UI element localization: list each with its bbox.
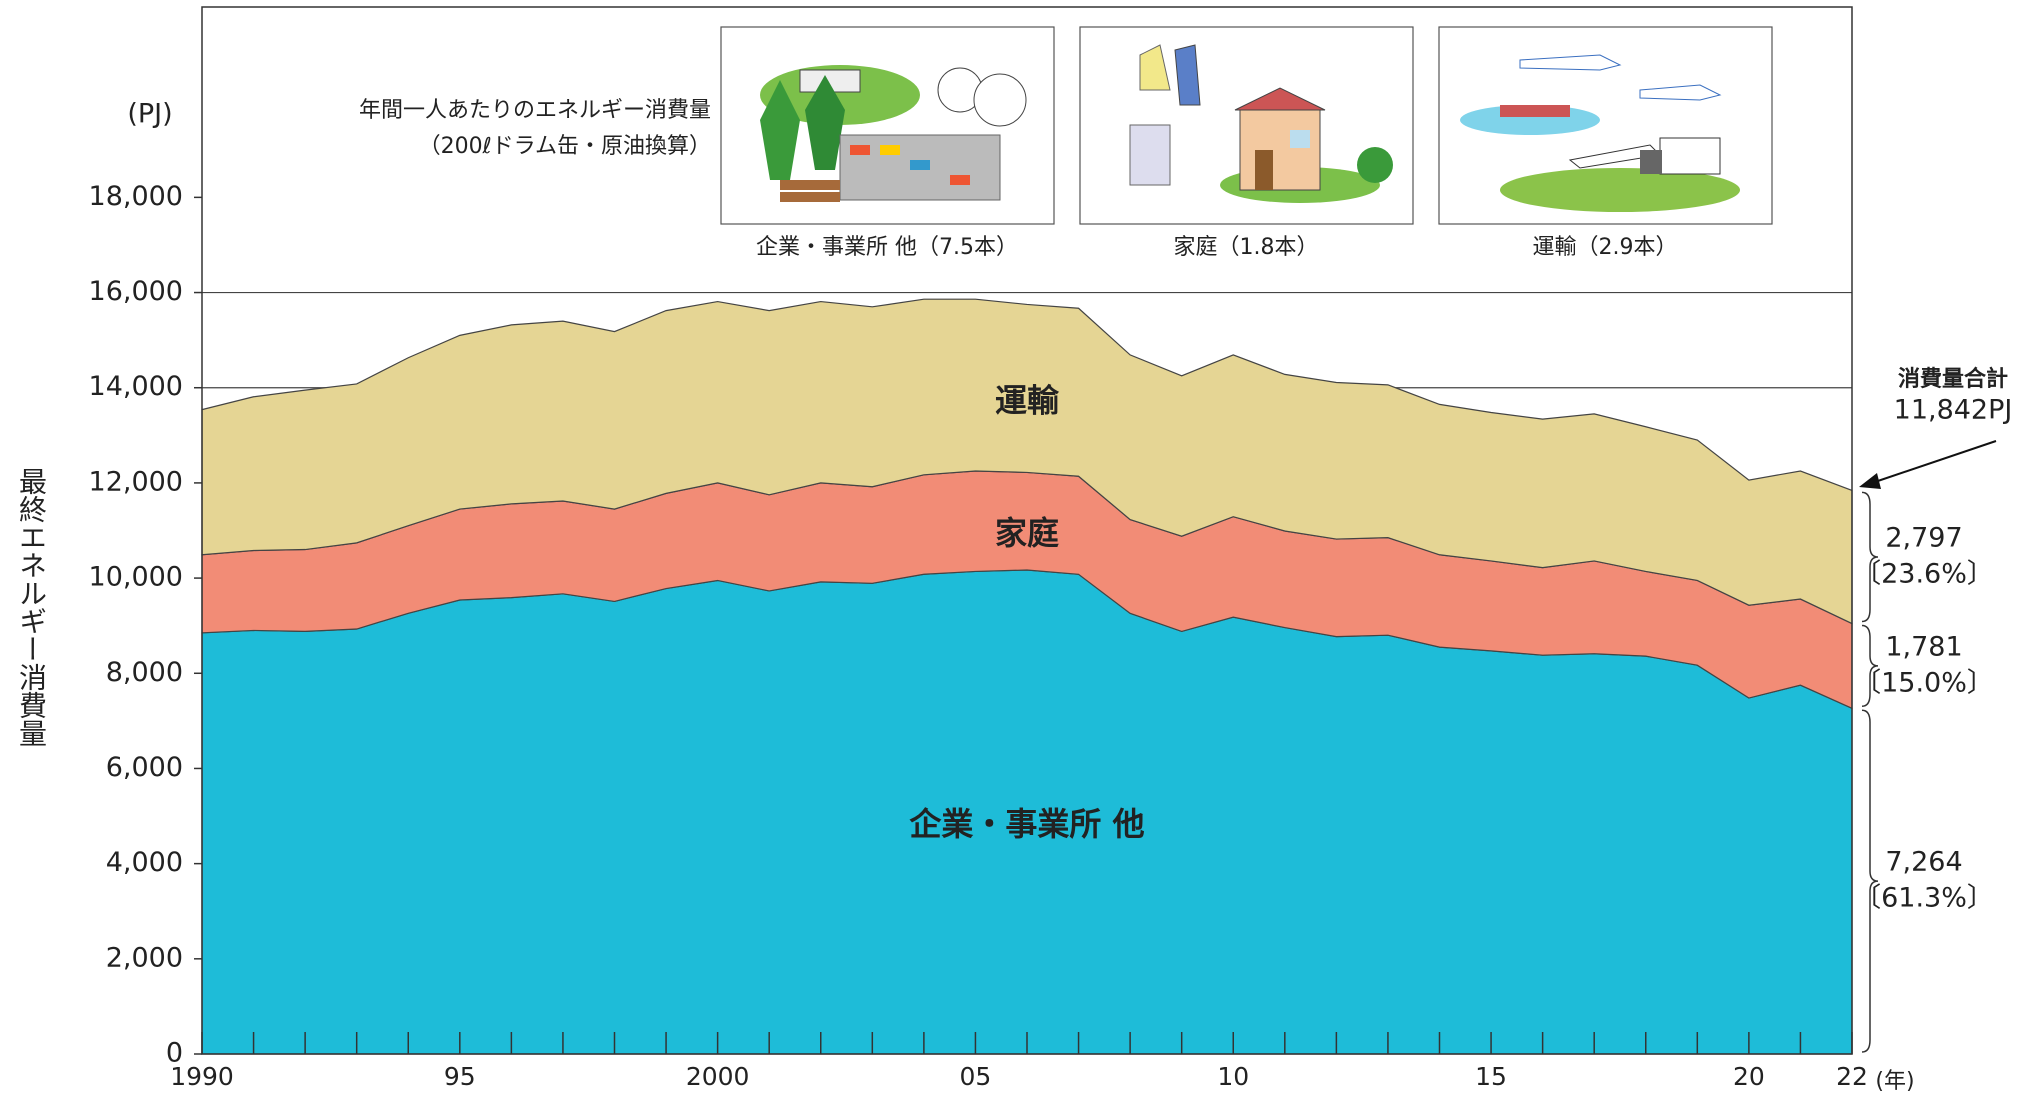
y-tick-label: 6,000 bbox=[106, 752, 183, 783]
total-arrowhead bbox=[1859, 473, 1881, 489]
series-label: 家庭 bbox=[995, 514, 1059, 552]
total-label: 消費量合計 bbox=[1898, 366, 2008, 392]
end-share-label: 〔23.6%〕 bbox=[1854, 558, 1994, 589]
chart: 年間一人あたりのエネルギー消費量 （200ℓドラム缶・原油換算） 企業・事業所 … bbox=[0, 0, 2035, 1095]
illustration-caption: 運輸（2.9本） bbox=[1533, 235, 1678, 260]
y-tick-label: 16,000 bbox=[89, 276, 183, 307]
panel-industry bbox=[721, 27, 1054, 224]
x-tick-label: 1990 bbox=[170, 1062, 234, 1091]
brace bbox=[1862, 710, 1878, 1052]
x-tick-label: 20 bbox=[1733, 1062, 1765, 1091]
illustration-title: 年間一人あたりのエネルギー消費量 bbox=[359, 98, 711, 123]
y-tick-label: 14,000 bbox=[89, 371, 183, 402]
end-value-label: 7,264 bbox=[1885, 847, 1962, 878]
x-tick-label: 95 bbox=[444, 1062, 476, 1091]
y-tick-label: 18,000 bbox=[89, 181, 183, 212]
y-tick-label: 2,000 bbox=[106, 942, 183, 973]
illustration-subtitle: （200ℓドラム缶・原油換算） bbox=[419, 134, 711, 159]
x-tick-label: 10 bbox=[1217, 1062, 1249, 1091]
y-tick-label: 8,000 bbox=[106, 657, 183, 688]
x-tick-label: 15 bbox=[1475, 1062, 1507, 1091]
series-label: 企業・事業所 他 bbox=[909, 805, 1144, 843]
end-value-label: 2,797 bbox=[1885, 522, 1962, 553]
illustration-caption: 家庭（1.8本） bbox=[1174, 235, 1319, 260]
end-value-label: 1,781 bbox=[1885, 631, 1962, 662]
total-value-label: 11,842PJ bbox=[1894, 395, 2013, 426]
x-tick-label: 2000 bbox=[686, 1062, 750, 1091]
end-share-label: 〔15.0%〕 bbox=[1854, 667, 1994, 698]
y-tick-label: 12,000 bbox=[89, 466, 183, 497]
total-arrow bbox=[1866, 441, 1996, 485]
series-label: 運輸 bbox=[995, 381, 1060, 419]
brace bbox=[1862, 492, 1878, 621]
x-unit: (年) bbox=[1875, 1069, 1914, 1094]
y-tick-label: 4,000 bbox=[106, 847, 183, 878]
y-axis-title: 最終エネルギー消費量 bbox=[15, 467, 48, 747]
y-tick-label: 10,000 bbox=[89, 562, 183, 593]
end-share-label: 〔61.3%〕 bbox=[1854, 883, 1994, 914]
x-tick-label: 22 bbox=[1836, 1062, 1868, 1091]
panel-transport bbox=[1439, 27, 1772, 224]
y-unit: (PJ) bbox=[127, 99, 172, 130]
panel-household bbox=[1080, 27, 1413, 224]
x-tick-label: 05 bbox=[960, 1062, 992, 1091]
illustration-caption: 企業・事業所 他（7.5本） bbox=[756, 235, 1018, 260]
